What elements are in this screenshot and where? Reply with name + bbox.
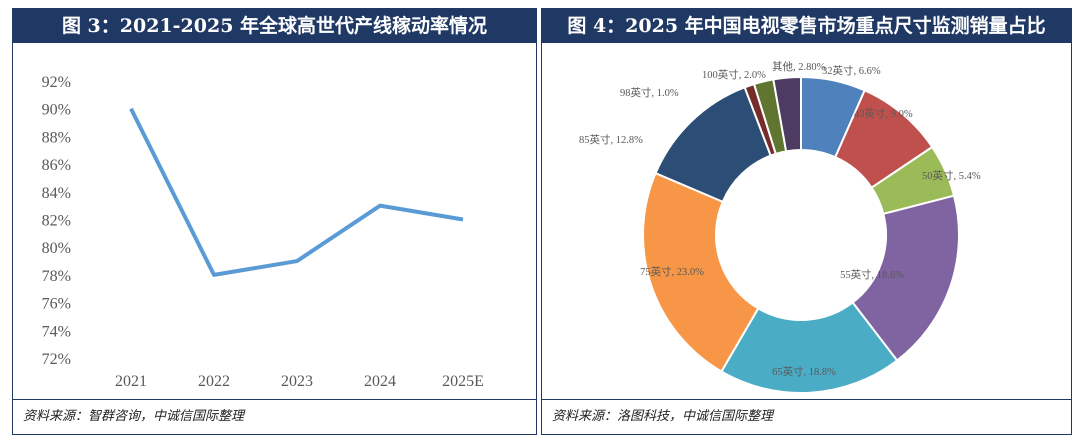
chart-title: 图 4：2025 年中国电视零售市场重点尺寸监测销量占比 <box>542 9 1071 43</box>
donut-slice <box>642 171 760 373</box>
y-tick-label: 84% <box>42 185 71 202</box>
slice-label: 其他, 2.80% <box>772 60 826 73</box>
y-tick-label: 78% <box>42 268 71 285</box>
slice-label: 65英寸, 18.8% <box>772 365 836 378</box>
y-tick-label: 86% <box>42 157 71 174</box>
line-chart: 72% 74% 76% 78% 80% 82% 84% 86% 88% 90% 92% 2021 202… <box>42 74 484 390</box>
donut-chart-panel: 图 4：2025 年中国电视零售市场重点尺寸监测销量占比 32英寸, 6.6% 4… <box>541 8 1072 435</box>
slice-label: 55英寸, 18.6% <box>840 268 904 281</box>
x-tick-label: 2022 <box>198 373 230 390</box>
y-tick-label: 82% <box>42 213 71 230</box>
donut-slice <box>851 194 960 362</box>
source-note: 资料来源：洛图科技，中诚信国际整理 <box>542 399 1071 434</box>
x-tick-label: 2023 <box>281 373 313 390</box>
series-line <box>129 107 464 277</box>
y-tick-label: 88% <box>42 129 71 146</box>
line-chart-panel: 图 3：2021-2025 年全球高世代产线稼动率情况 72% 74% 76% 78%… <box>12 8 537 435</box>
slice-label: 32英寸, 6.6% <box>822 64 881 77</box>
slice-label: 100英寸, 2.0% <box>702 68 766 81</box>
slice-label: 75英寸, 23.0% <box>640 265 704 278</box>
y-tick-label: 80% <box>42 240 71 257</box>
donut-slice <box>772 75 802 153</box>
y-tick-label: 90% <box>42 102 71 119</box>
donut-chart: 32英寸, 6.6% 43英寸, 9.0% 50英寸, 5.4% 55英寸, 18.6… <box>579 60 981 394</box>
x-tick-label: 2024 <box>364 373 396 390</box>
y-tick-label: 72% <box>42 351 71 368</box>
x-tick-label: 2021 <box>115 373 147 390</box>
chart-title: 图 3：2021-2025 年全球高世代产线稼动率情况 <box>13 9 536 43</box>
slice-label: 50英寸, 5.4% <box>922 169 981 182</box>
source-note: 资料来源：智群咨询，中诚信国际整理 <box>13 399 536 434</box>
y-tick-label: 76% <box>42 296 71 313</box>
y-tick-label: 74% <box>42 323 71 340</box>
slice-label: 98英寸, 1.0% <box>620 86 679 99</box>
slice-label: 85英寸, 12.8% <box>579 133 643 146</box>
slice-label: 43英寸, 9.0% <box>854 107 913 120</box>
x-tick-label: 2025E <box>442 373 484 390</box>
y-tick-label: 92% <box>42 74 71 91</box>
